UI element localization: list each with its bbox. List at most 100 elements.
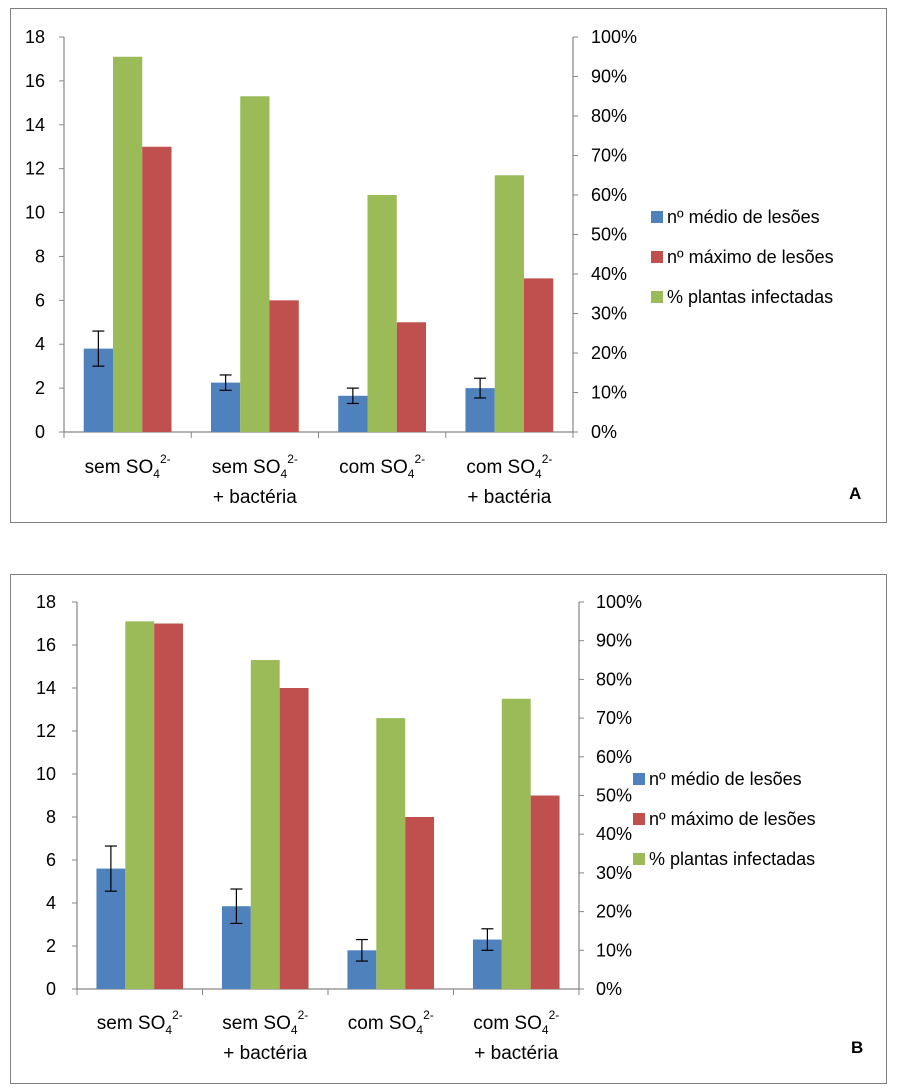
bar--plantas-infectadas <box>376 718 406 989</box>
legend-item: % plantas infectadas <box>651 287 833 307</box>
error-bar <box>219 374 232 391</box>
category-label-line: sem SO42- <box>212 452 298 481</box>
left-tick-label: 16 <box>36 635 56 655</box>
bar-n-m-ximo-de-les-es <box>269 300 299 432</box>
category-label: com SO42- <box>348 1008 434 1037</box>
left-tick-label: 0 <box>46 979 56 999</box>
left-tick-label: 8 <box>35 246 45 266</box>
category-label: sem SO42- + bactéria <box>212 452 298 508</box>
legend-swatch <box>651 291 663 303</box>
right-tick-label: 70% <box>596 708 632 728</box>
error-bar <box>346 387 359 405</box>
error-bar <box>104 845 117 892</box>
left-tick-label: 6 <box>35 290 45 310</box>
bar-n-m-ximo-de-les-es <box>530 795 560 989</box>
bar-n-m-ximo-de-les-es <box>524 278 554 432</box>
category-label-line: com SO42- <box>339 452 425 481</box>
left-tick-label: 2 <box>35 378 45 398</box>
right-tick-label: 0% <box>591 422 617 442</box>
legend-label: nº máximo de lesões <box>667 247 834 267</box>
category-label-line: + bactéria <box>223 1043 307 1064</box>
category-label-line: sem SO42- <box>97 1008 183 1037</box>
bar--plantas-infectadas <box>250 660 280 989</box>
left-tick-label: 10 <box>36 764 56 784</box>
right-tick-label: 30% <box>591 304 627 324</box>
right-tick-label: 50% <box>596 786 632 806</box>
category-label-line: com SO42- <box>348 1008 434 1037</box>
left-tick-label: 0 <box>35 422 45 442</box>
left-tick-label: 14 <box>36 678 56 698</box>
legend-swatch <box>651 251 663 263</box>
legend-label: nº máximo de lesões <box>649 809 816 829</box>
category-label: com SO42- + bactéria <box>473 1008 559 1064</box>
right-tick-label: 60% <box>591 185 627 205</box>
legend-swatch <box>633 853 645 865</box>
category-label-line: com SO42- <box>466 452 552 481</box>
legend-item: nº máximo de lesões <box>651 247 834 267</box>
left-tick-label: 18 <box>36 592 56 612</box>
category-label: com SO42- + bactéria <box>466 452 552 508</box>
legend-swatch <box>633 773 645 785</box>
left-tick-label: 12 <box>25 159 45 179</box>
chart-b-svg: 0 2 4 6 8 10 12 14 16 18 0% 10% 20% 30% 40% 50% 60% 70% 80… <box>36 592 863 1064</box>
bar--plantas-infectadas <box>125 621 155 989</box>
error-bar <box>355 938 368 962</box>
right-tick-label: 40% <box>591 264 627 284</box>
bar--plantas-infectadas <box>501 698 531 989</box>
right-tick-label: 90% <box>596 631 632 651</box>
left-tick-label: 16 <box>25 71 45 91</box>
right-tick-label: 10% <box>596 940 632 960</box>
right-tick-label: 60% <box>596 747 632 767</box>
left-tick-label: 14 <box>25 115 45 135</box>
right-tick-label: 40% <box>596 824 632 844</box>
category-label: com SO42- <box>339 452 425 481</box>
bar-n-m-ximo-de-les-es <box>154 623 184 989</box>
panel-label: B <box>851 1038 863 1057</box>
chart-panel-a: 0 2 4 6 8 10 12 14 16 18 0% 10% 20% 30% 40% 50% 60% 70% 80… <box>10 8 887 523</box>
category-label-line: com SO42- <box>473 1008 559 1037</box>
category-label: sem SO42- <box>97 1008 183 1037</box>
right-tick-label: 70% <box>591 146 627 166</box>
right-tick-label: 0% <box>596 979 622 999</box>
left-tick-label: 2 <box>46 936 56 956</box>
legend-swatch <box>633 813 645 825</box>
error-bar <box>92 330 105 367</box>
category-label-line: + bactéria <box>467 487 551 508</box>
panel-label: A <box>849 484 861 503</box>
right-tick-label: 90% <box>591 67 627 87</box>
bar--plantas-infectadas <box>494 175 525 432</box>
legend: nº médio de lesões nº máximo de lesões % p… <box>651 207 834 307</box>
right-tick-label: 20% <box>591 343 627 363</box>
category-label-line: sem SO42- <box>222 1008 308 1037</box>
left-tick-label: 4 <box>35 334 45 354</box>
bar-n-m-ximo-de-les-es <box>279 688 309 989</box>
left-tick-label: 10 <box>25 203 45 223</box>
bar--plantas-infectadas <box>240 96 270 432</box>
left-tick-label: 8 <box>46 807 56 827</box>
legend-label: nº médio de lesões <box>649 769 802 789</box>
legend-label: % plantas infectadas <box>649 849 815 869</box>
error-bar <box>474 377 487 399</box>
category-label-line: + bactéria <box>213 487 297 508</box>
bar--plantas-infectadas <box>112 56 143 432</box>
left-tick-label: 18 <box>25 27 45 47</box>
bars <box>96 621 560 989</box>
legend-label: % plantas infectadas <box>667 287 833 307</box>
right-tick-label: 20% <box>596 902 632 922</box>
right-tick-label: 80% <box>596 669 632 689</box>
right-tick-label: 100% <box>596 592 642 612</box>
bar--plantas-infectadas <box>367 195 397 432</box>
category-label: sem SO42- + bactéria <box>222 1008 308 1064</box>
chart-a-svg: 0 2 4 6 8 10 12 14 16 18 0% 10% 20% 30% 40% 50% 60% 70% 80… <box>25 27 861 508</box>
left-tick-label: 4 <box>46 893 56 913</box>
category-label-line: + bactéria <box>474 1043 558 1064</box>
error-bar <box>481 928 494 951</box>
legend-item: nº médio de lesões <box>651 207 820 227</box>
error-bar <box>230 888 243 925</box>
axes: 0 2 4 6 8 10 12 14 16 18 0% 10% 20% 30% 40% 50% 60% 70% 80… <box>25 27 637 442</box>
bar-n-m-ximo-de-les-es <box>396 322 427 432</box>
category-label-line: sem SO42- <box>85 452 171 481</box>
right-tick-label: 30% <box>596 863 632 883</box>
legend-label: nº médio de lesões <box>667 207 820 227</box>
left-tick-label: 12 <box>36 721 56 741</box>
